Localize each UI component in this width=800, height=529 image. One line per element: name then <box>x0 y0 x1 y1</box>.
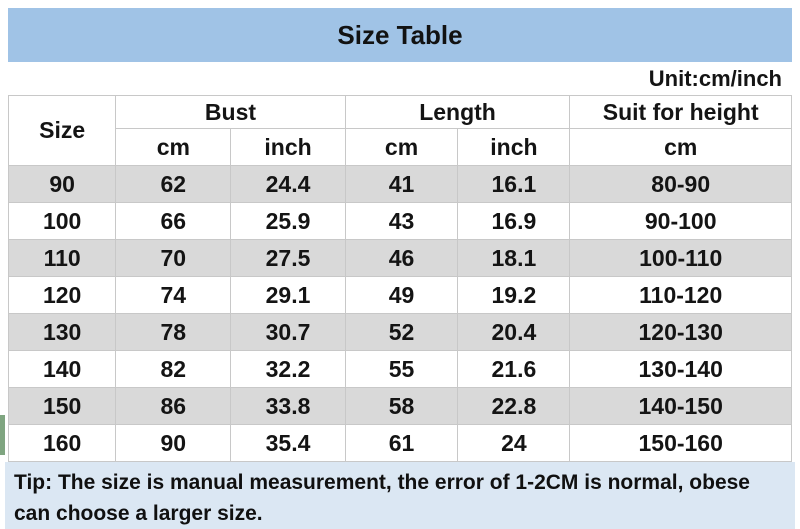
cell-suit-height: 80-90 <box>569 165 792 203</box>
table-row: 90 62 24.4 41 16.1 80-90 <box>7 165 792 203</box>
cell-length-cm: 52 <box>344 313 459 351</box>
cell-suit-height: 120-130 <box>569 313 792 351</box>
cell-suit-height: 130-140 <box>569 350 792 388</box>
header-length: Length <box>344 95 571 129</box>
cell-bust-cm: 74 <box>115 276 232 314</box>
table-row: 160 90 35.4 61 24 150-160 <box>7 424 792 462</box>
cell-bust-cm: 90 <box>115 424 232 462</box>
header-suit-cm: cm <box>569 128 792 166</box>
cell-bust-cm: 78 <box>115 313 232 351</box>
cell-suit-height: 110-120 <box>569 276 792 314</box>
cell-length-cm: 49 <box>344 276 459 314</box>
cell-bust-inch: 33.8 <box>230 387 346 425</box>
cell-size: 90 <box>7 165 117 203</box>
cell-length-cm: 61 <box>344 424 459 462</box>
table-title: Size Table <box>8 8 792 62</box>
cell-size: 130 <box>7 313 117 351</box>
header-length-inch: inch <box>457 128 571 166</box>
header-bust-cm: cm <box>115 128 232 166</box>
cell-bust-inch: 35.4 <box>230 424 346 462</box>
cell-size: 150 <box>7 387 117 425</box>
cell-bust-cm: 66 <box>115 202 232 240</box>
cell-size: 110 <box>7 239 117 277</box>
cell-bust-inch: 32.2 <box>230 350 346 388</box>
size-table: Size Bust Length Suit for height cm inch… <box>7 95 792 462</box>
cell-bust-inch: 27.5 <box>230 239 346 277</box>
cell-length-cm: 46 <box>344 239 459 277</box>
cell-length-cm: 55 <box>344 350 459 388</box>
header-bust-inch: inch <box>230 128 346 166</box>
table-row: 150 86 33.8 58 22.8 140-150 <box>7 387 792 425</box>
cell-length-inch: 20.4 <box>457 313 571 351</box>
header-length-cm: cm <box>344 128 459 166</box>
cell-suit-height: 150-160 <box>569 424 792 462</box>
cell-bust-cm: 62 <box>115 165 232 203</box>
header-size: Size <box>7 95 117 166</box>
cell-size: 160 <box>7 424 117 462</box>
cell-length-cm: 43 <box>344 202 459 240</box>
table-content: Size Table Unit:cm/inch Size Bust Length… <box>7 8 792 462</box>
cell-size: 140 <box>7 350 117 388</box>
cell-length-inch: 21.6 <box>457 350 571 388</box>
cell-length-inch: 19.2 <box>457 276 571 314</box>
cell-length-inch: 22.8 <box>457 387 571 425</box>
cell-bust-inch: 25.9 <box>230 202 346 240</box>
cell-length-inch: 16.9 <box>457 202 571 240</box>
table-row: 100 66 25.9 43 16.9 90-100 <box>7 202 792 240</box>
header-bust: Bust <box>115 95 346 129</box>
cell-bust-cm: 70 <box>115 239 232 277</box>
cell-bust-cm: 86 <box>115 387 232 425</box>
header-row-groups: Size Bust Length Suit for height <box>7 95 792 166</box>
table-row: 130 78 30.7 52 20.4 120-130 <box>7 313 792 351</box>
unit-label: Unit:cm/inch <box>8 62 792 95</box>
cell-length-cm: 41 <box>344 165 459 203</box>
table-row: 120 74 29.1 49 19.2 110-120 <box>7 276 792 314</box>
cell-suit-height: 100-110 <box>569 239 792 277</box>
cell-bust-inch: 24.4 <box>230 165 346 203</box>
header-row-units: cm inch cm inch cm <box>9 128 792 166</box>
cell-bust-cm: 82 <box>115 350 232 388</box>
cell-size: 120 <box>7 276 117 314</box>
cell-length-inch: 18.1 <box>457 239 571 277</box>
cell-length-inch: 16.1 <box>457 165 571 203</box>
header-suit-for-height: Suit for height <box>569 95 792 129</box>
cell-suit-height: 90-100 <box>569 202 792 240</box>
cell-length-inch: 24 <box>457 424 571 462</box>
table-row: 140 82 32.2 55 21.6 130-140 <box>7 350 792 388</box>
cell-size: 100 <box>7 202 117 240</box>
table-row: 110 70 27.5 46 18.1 100-110 <box>7 239 792 277</box>
cell-bust-inch: 30.7 <box>230 313 346 351</box>
cell-suit-height: 140-150 <box>569 387 792 425</box>
cell-length-cm: 58 <box>344 387 459 425</box>
tip-text: Tip: The size is manual measurement, the… <box>5 462 795 529</box>
green-edge-artifact <box>0 415 5 455</box>
cell-bust-inch: 29.1 <box>230 276 346 314</box>
